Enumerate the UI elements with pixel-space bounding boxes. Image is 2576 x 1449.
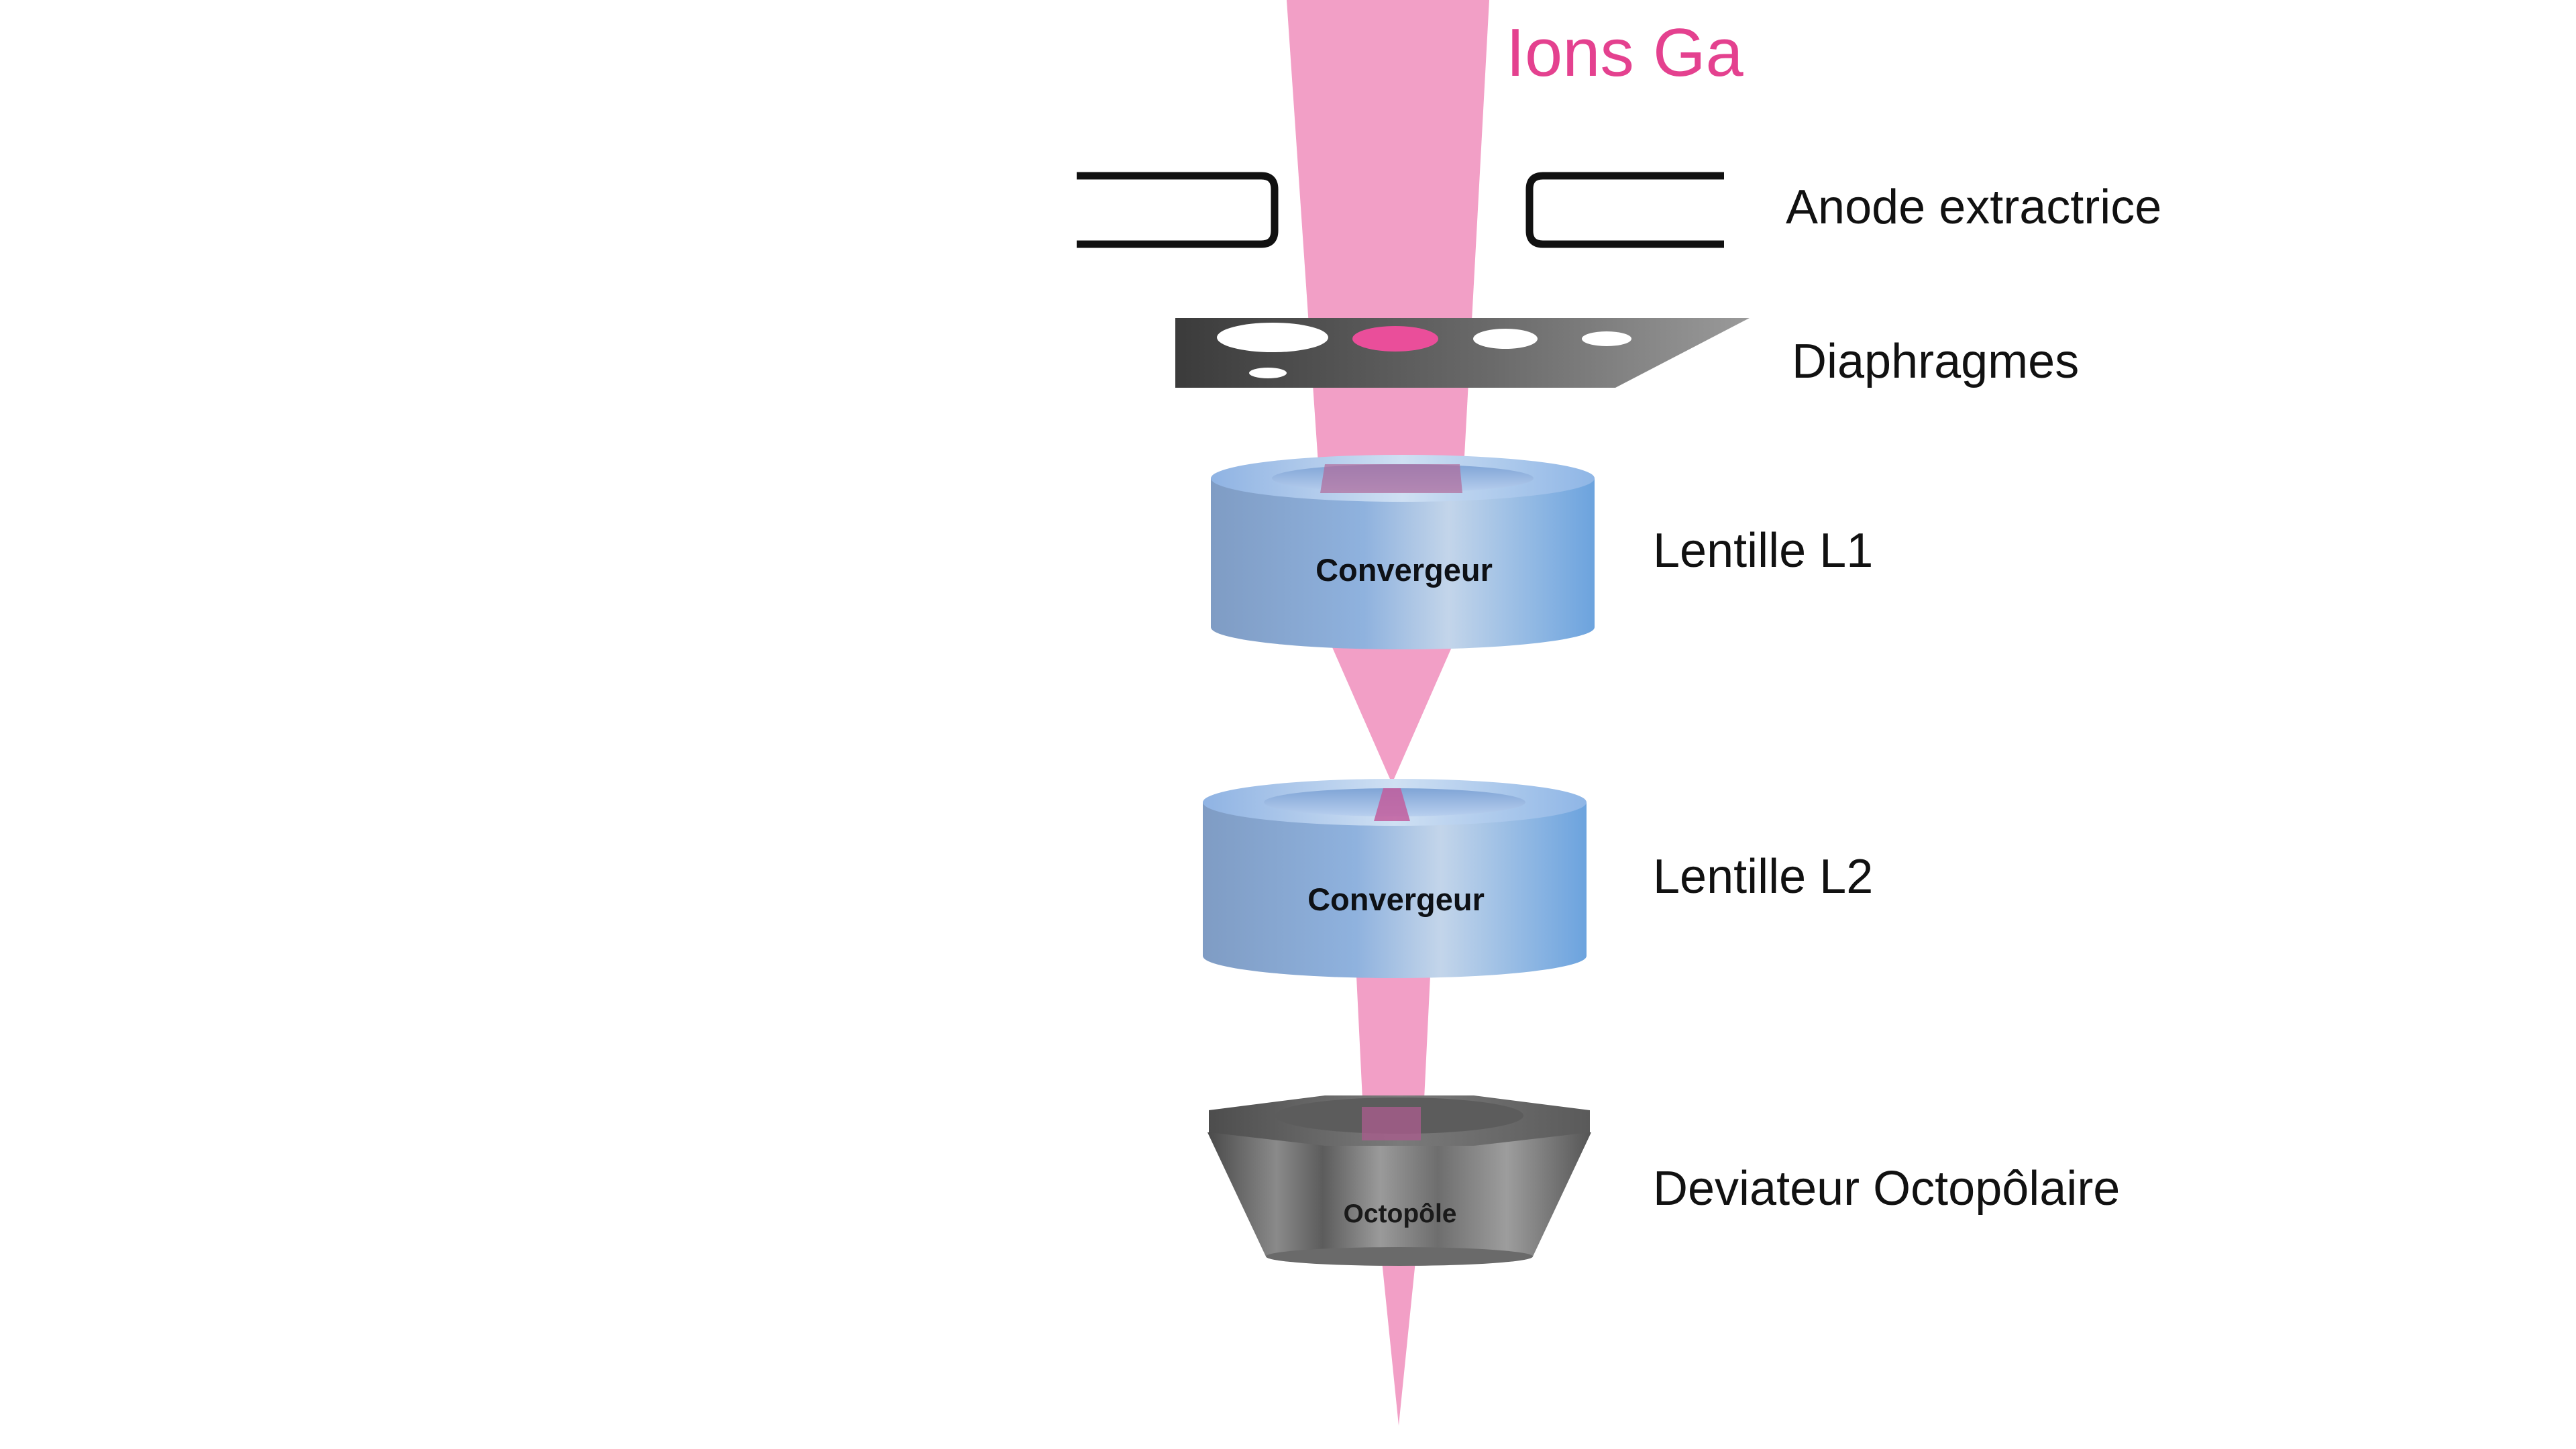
lens-l2: Convergeur [1203, 779, 1587, 978]
octopole-deflector: Octopôle [1208, 1095, 1591, 1266]
lens-l1-body [1211, 478, 1595, 649]
anode-extractor [1077, 172, 1724, 248]
octopole-inner-label: Octopôle [1343, 1199, 1456, 1228]
octopole-beam-overlay [1362, 1107, 1421, 1140]
lens-l1: Convergeur [1211, 455, 1595, 649]
anode-right-electrode [1525, 172, 1724, 248]
lens-l2-beam-overlay [1374, 788, 1410, 821]
octopole-body [1208, 1132, 1591, 1256]
lens-l2-label: Lentille L2 [1653, 850, 1873, 904]
anode-left-electrode [1077, 172, 1279, 248]
aperture-tiny-hole [1582, 331, 1631, 346]
lens-l1-label: Lentille L1 [1653, 524, 1873, 578]
beam-crossover-cone [1332, 647, 1452, 784]
anode-label: Anode extractrice [1786, 180, 2161, 234]
lens-l1-inner-label: Convergeur [1316, 552, 1493, 588]
diaphragms-label: Diaphragmes [1792, 335, 2079, 388]
ions-ga-title: Ions Ga [1506, 15, 1744, 91]
deflector-label: Deviateur Octopôlaire [1653, 1162, 2120, 1216]
lens-l2-inner-label: Convergeur [1307, 881, 1485, 917]
aperture-small-hole [1249, 368, 1287, 378]
lens-l2-body [1203, 802, 1587, 978]
octopole-bottom [1266, 1247, 1533, 1266]
beam-focused-tip [1382, 1261, 1415, 1426]
aperture-active-hole [1352, 326, 1438, 352]
lens-l1-beam-overlay [1320, 464, 1462, 493]
aperture-large-hole [1217, 323, 1328, 352]
aperture-strip [1175, 318, 1750, 388]
beam-upper-cone [1287, 0, 1489, 493]
aperture-medium-hole [1473, 329, 1538, 349]
